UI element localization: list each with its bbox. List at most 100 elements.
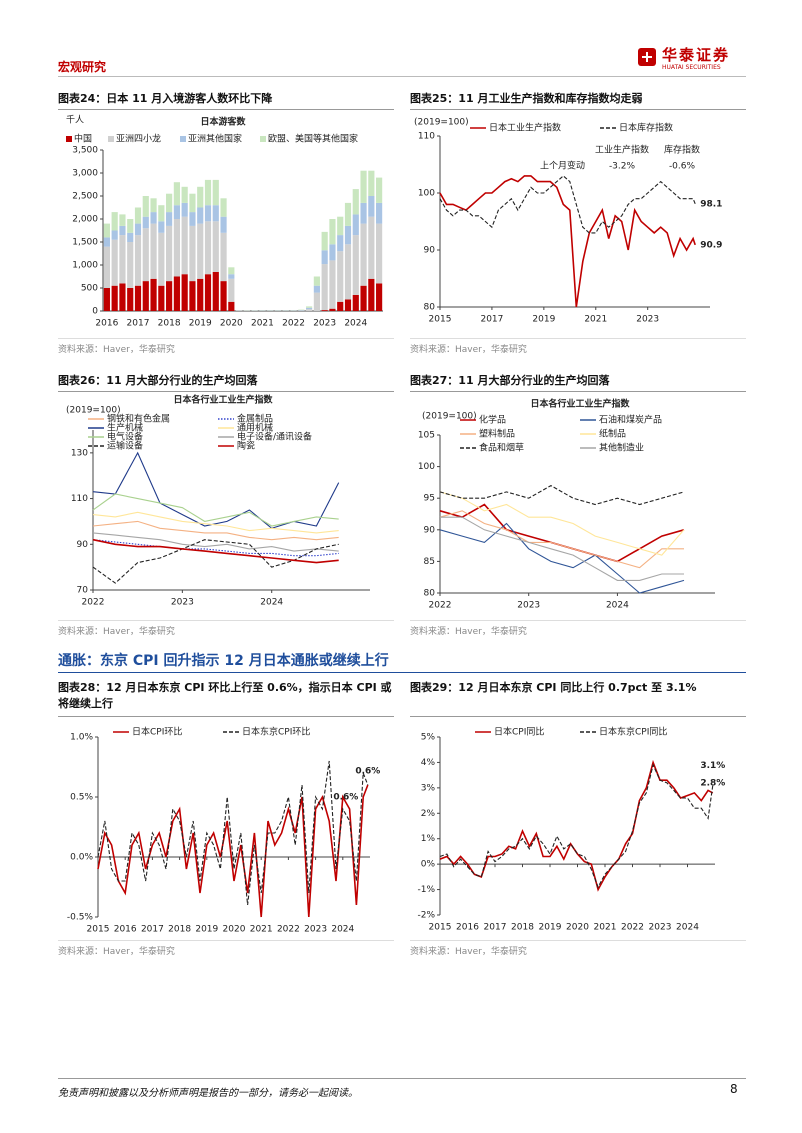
bar <box>204 274 212 311</box>
x-tick-label: 2016 <box>95 319 118 329</box>
bar <box>142 196 149 217</box>
legend-label: 陶瓷 <box>237 440 255 452</box>
x-tick-label: 2015 <box>429 923 452 933</box>
chart-title: 图表25：11 月工业生产指数和库存指数均走弱 <box>410 91 746 110</box>
x-tick-label: 2022 <box>82 598 105 608</box>
bar <box>344 299 352 311</box>
bar <box>134 207 142 224</box>
bar <box>158 221 165 233</box>
legend-swatch <box>180 136 186 142</box>
bar <box>189 281 196 311</box>
bar <box>376 223 383 284</box>
x-tick-label: 2021 <box>584 315 607 325</box>
bar <box>181 186 188 203</box>
section-heading: 通胀：东京 CPI 回升指示 12 月日本通胀或继续上行 <box>58 653 389 669</box>
legend-label: 日本东京CPI环比 <box>242 726 310 738</box>
bar <box>142 228 149 282</box>
line-series <box>97 784 369 918</box>
legend-swatch <box>260 136 266 142</box>
legend-label: 电子设备/通讯设备 <box>237 431 312 443</box>
chart-source: 资料来源：Haver，华泰研究 <box>410 620 746 637</box>
y-tick-label: 110 <box>71 494 88 504</box>
chart-source: 资料来源：Haver，华泰研究 <box>58 940 394 957</box>
x-tick-label: 2022 <box>282 319 305 329</box>
y-tick-label: 2,500 <box>72 192 98 202</box>
bar <box>220 232 227 282</box>
legend-label: 亚洲其他国家 <box>188 133 242 145</box>
y-tick-label: 95 <box>424 494 435 504</box>
line-series <box>439 763 714 889</box>
y-axis-label: (2019=100) <box>414 118 469 128</box>
x-tick-label: 2024 <box>331 925 354 935</box>
y-tick-label: -0.5% <box>67 913 94 923</box>
y-tick-label: 100 <box>418 462 435 472</box>
bar <box>228 274 235 279</box>
line-series <box>92 520 339 541</box>
x-tick-label: 2024 <box>676 923 699 933</box>
bar <box>111 239 118 286</box>
x-tick-label: 2018 <box>511 923 534 933</box>
header-rule <box>58 76 746 77</box>
annotation-header: 工业生产指数 <box>595 144 649 156</box>
x-tick-label: 2022 <box>429 601 452 611</box>
chart: 日本各行业工业生产指数 (2019=100) 70 90 110 130 钢铁和有色金属 金属… <box>66 394 370 608</box>
line-series <box>439 510 684 569</box>
bar <box>212 271 219 311</box>
x-tick-label: 2019 <box>195 925 218 935</box>
chart-source: 资料来源：Haver，华泰研究 <box>58 620 394 637</box>
value-label: 0.6% <box>333 793 358 803</box>
x-tick-label: 2019 <box>189 319 212 329</box>
y-tick-label: 90 <box>77 540 89 550</box>
chart: 日本游客数 千人 0 500 1,000 1,500 2,000 2,500 3,000 3,50… <box>66 115 383 329</box>
bar <box>204 221 212 275</box>
bar <box>321 264 328 311</box>
bar <box>313 292 320 311</box>
bar <box>181 216 188 275</box>
chart-title: 图表24：日本 11 月入境游客人数环比下降 <box>58 91 394 110</box>
x-tick-label: 2020 <box>566 923 589 933</box>
legend-label: 其他制造业 <box>599 442 644 454</box>
bar <box>134 285 142 311</box>
bar <box>111 212 118 231</box>
bar <box>204 179 212 206</box>
x-tick-label: 2020 <box>223 925 246 935</box>
y-tick-label: 1% <box>421 834 436 844</box>
x-tick-label: 2023 <box>171 598 194 608</box>
y-tick-label: 80 <box>424 589 436 599</box>
bar <box>360 285 367 311</box>
y-tick-label: -2% <box>417 911 435 921</box>
bar <box>376 202 383 224</box>
y-tick-label: 5% <box>421 733 436 743</box>
bar <box>127 232 134 242</box>
legend-label: 欧盟、美国等其他国家 <box>268 133 358 145</box>
x-tick-label: 2021 <box>251 319 274 329</box>
chart-subtitle: 日本游客数 <box>200 116 246 128</box>
footer-disclaimer: 免责声明和披露以及分析师声明是报告的一部分，请务必一起阅读。 <box>58 1088 358 1099</box>
bar <box>181 202 188 217</box>
y-tick-label: 2,000 <box>72 215 98 225</box>
page-number: 8 <box>730 1082 738 1096</box>
bar <box>197 223 204 279</box>
line-series <box>92 539 339 557</box>
bar <box>329 308 336 311</box>
y-axis-label: 千人 <box>66 115 84 126</box>
bar <box>197 278 204 311</box>
y-tick-label: 500 <box>81 284 98 294</box>
chart-title: 图表26：11 月大部分行业的生产均回落 <box>58 373 394 392</box>
bar <box>103 237 110 247</box>
bar <box>142 281 149 311</box>
bar <box>228 267 235 275</box>
bar <box>166 281 173 311</box>
legend-label: 日本CPI同比 <box>494 726 544 738</box>
x-tick-label: 2022 <box>277 925 300 935</box>
bar <box>360 170 367 203</box>
line-series <box>439 484 685 506</box>
x-tick-label: 2021 <box>594 923 617 933</box>
line-series <box>92 538 339 564</box>
bar <box>150 198 157 213</box>
bar <box>103 223 110 238</box>
bar <box>344 244 352 300</box>
bar <box>352 214 359 236</box>
y-tick-label: 70 <box>77 586 89 596</box>
bar <box>228 278 235 302</box>
